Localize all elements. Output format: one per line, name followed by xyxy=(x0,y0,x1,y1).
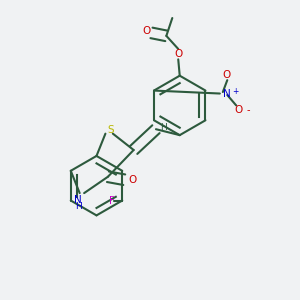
Text: O: O xyxy=(222,70,230,80)
Text: N: N xyxy=(74,195,82,205)
Text: -: - xyxy=(246,106,250,116)
Text: N: N xyxy=(223,88,230,98)
Text: S: S xyxy=(107,125,114,135)
Text: O: O xyxy=(174,49,182,59)
Text: +: + xyxy=(232,87,239,96)
Text: O: O xyxy=(128,175,136,185)
Text: O: O xyxy=(142,26,150,36)
Text: H: H xyxy=(160,123,167,132)
Text: F: F xyxy=(109,196,115,206)
Text: H: H xyxy=(75,202,82,211)
Text: O: O xyxy=(234,106,242,116)
